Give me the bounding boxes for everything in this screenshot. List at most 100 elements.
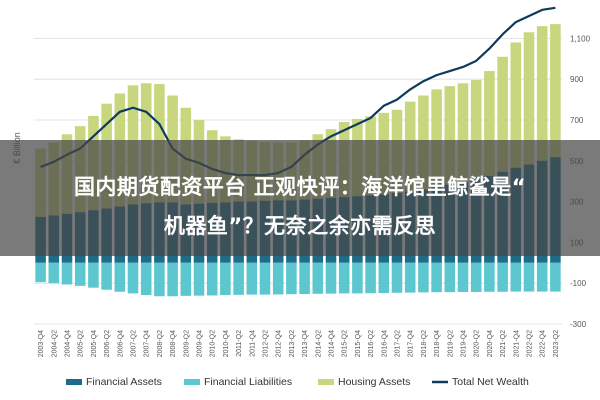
x-tick-label: 2020-Q2 (474, 330, 481, 357)
legend-swatch (318, 379, 334, 385)
x-tick-label: 2007-Q4 (144, 330, 151, 357)
financial-liabilities-bar (484, 262, 495, 292)
financial-liabilities-bar (470, 262, 482, 292)
x-tick-label: 2023-Q2 (553, 330, 560, 357)
x-tick-label: 2011-Q2 (236, 330, 243, 357)
financial-liabilities-bar (378, 262, 390, 293)
y-tick-label: 700 (570, 116, 584, 125)
financial-liabilities-bar (206, 262, 218, 296)
financial-liabilities-bar (233, 262, 244, 295)
x-tick-label: 2022-Q2 (527, 330, 534, 357)
x-tick-label: 2007-Q2 (131, 330, 138, 357)
financial-liabilities-bar (391, 262, 403, 293)
y-tick-label: 900 (570, 75, 584, 84)
legend-label: Total Net Wealth (452, 376, 529, 388)
financial-liabilities-bar (154, 262, 165, 297)
financial-liabilities-bar (523, 262, 535, 292)
legend-label: Financial Assets (86, 376, 162, 388)
financial-liabilities-bar (101, 262, 112, 290)
housing-assets-bar (536, 26, 548, 161)
financial-liabilities-bar (431, 262, 442, 293)
x-tick-label: 2014-Q4 (329, 330, 336, 357)
x-tick-label: 2017-Q4 (408, 330, 415, 357)
x-tick-label: 2012-Q4 (276, 330, 283, 357)
x-tick-label: 2015-Q2 (342, 330, 349, 357)
housing-assets-bar (497, 56, 508, 172)
financial-liabilities-bar (180, 262, 192, 296)
financial-liabilities-bar (497, 262, 508, 292)
financial-liabilities-bar (74, 262, 86, 286)
x-tick-label: 2018-Q2 (421, 330, 428, 357)
banner-title-line-2: 机器鱼”？无奈之余亦需反思 (163, 214, 437, 238)
financial-liabilities-bar (299, 262, 310, 295)
financial-liabilities-bar (325, 262, 337, 294)
x-tick-label: 2005-Q2 (78, 330, 85, 357)
x-tick-label: 2004-Q2 (51, 330, 58, 357)
x-tick-label: 2005-Q4 (91, 330, 98, 357)
financial-liabilities-bar (338, 262, 350, 294)
housing-assets-bar (444, 86, 456, 185)
x-tick-label: 2004-Q4 (65, 330, 72, 357)
financial-liabilities-bar (536, 262, 548, 292)
x-tick-label: 2010-Q2 (210, 330, 217, 357)
x-tick-label: 2018-Q4 (434, 330, 441, 357)
x-tick-label: 2008-Q4 (170, 330, 177, 357)
x-tick-label: 2006-Q2 (104, 330, 111, 357)
x-tick-label: 2006-Q4 (117, 330, 124, 357)
financial-liabilities-bar (286, 262, 297, 295)
y-tick-label: 1,100 (570, 34, 591, 43)
financial-liabilities-bar (457, 262, 469, 292)
x-tick-label: 2012-Q2 (263, 330, 270, 357)
x-tick-label: 2016-Q2 (368, 330, 375, 357)
financial-liabilities-bar (140, 262, 152, 296)
financial-liabilities-bar (193, 262, 205, 296)
x-tick-label: 2019-Q4 (461, 330, 468, 357)
financial-liabilities-bar (220, 262, 231, 296)
x-tick-label: 2009-Q2 (183, 330, 190, 357)
financial-liabilities-bar (48, 262, 60, 284)
financial-liabilities-bar (365, 262, 376, 294)
x-tick-label: 2016-Q4 (381, 330, 388, 357)
financial-liabilities-bar (404, 262, 416, 293)
housing-assets-bar (523, 32, 535, 165)
housing-assets-bar (431, 89, 442, 188)
financial-liabilities-bar (88, 262, 99, 288)
x-tick-label: 2022-Q4 (540, 330, 547, 357)
x-tick-label: 2013-Q4 (302, 330, 309, 357)
x-tick-label: 2017-Q2 (395, 330, 402, 357)
x-tick-label: 2010-Q4 (223, 330, 230, 357)
legend-label: Housing Assets (338, 376, 410, 388)
legend-label: Financial Liabilities (204, 376, 292, 388)
financial-liabilities-bar (272, 262, 284, 295)
financial-liabilities-bar (127, 262, 139, 294)
financial-liabilities-bar (312, 262, 324, 294)
x-tick-label: 2019-Q2 (447, 330, 454, 357)
banner-title-line-1: 国内期货配资平台 正观快评：海洋馆里鲸鲨是“ (73, 175, 527, 199)
legend-swatch (184, 379, 200, 385)
financial-liabilities-bar (418, 262, 429, 293)
x-tick-label: 2003-Q4 (38, 330, 45, 357)
x-tick-label: 2020-Q4 (487, 330, 494, 357)
x-tick-label: 2011-Q4 (249, 330, 256, 357)
housing-assets-bar (484, 71, 495, 176)
x-tick-label: 2009-Q4 (197, 330, 204, 357)
financial-liabilities-bar (114, 262, 126, 292)
x-tick-label: 2014-Q2 (315, 330, 322, 357)
y-tick-label: -300 (570, 320, 587, 329)
financial-liabilities-bar (167, 262, 178, 297)
financial-liabilities-bar (35, 262, 46, 283)
housing-assets-bar (510, 42, 522, 168)
financial-liabilities-bar (352, 262, 363, 294)
x-tick-label: 2015-Q4 (355, 330, 362, 357)
title-banner: 国内期货配资平台 正观快评：海洋馆里鲸鲨是“ 机器鱼”？无奈之余亦需反思 (0, 140, 600, 256)
financial-liabilities-bar (61, 262, 73, 285)
housing-assets-bar (470, 80, 482, 180)
y-tick-label: -100 (570, 279, 587, 288)
financial-liabilities-bar (444, 262, 456, 293)
housing-assets-bar (457, 83, 469, 183)
financial-liabilities-bar (259, 262, 271, 295)
financial-liabilities-bar (246, 262, 258, 295)
x-tick-label: 2013-Q2 (289, 330, 296, 357)
housing-assets-bar (550, 24, 561, 158)
